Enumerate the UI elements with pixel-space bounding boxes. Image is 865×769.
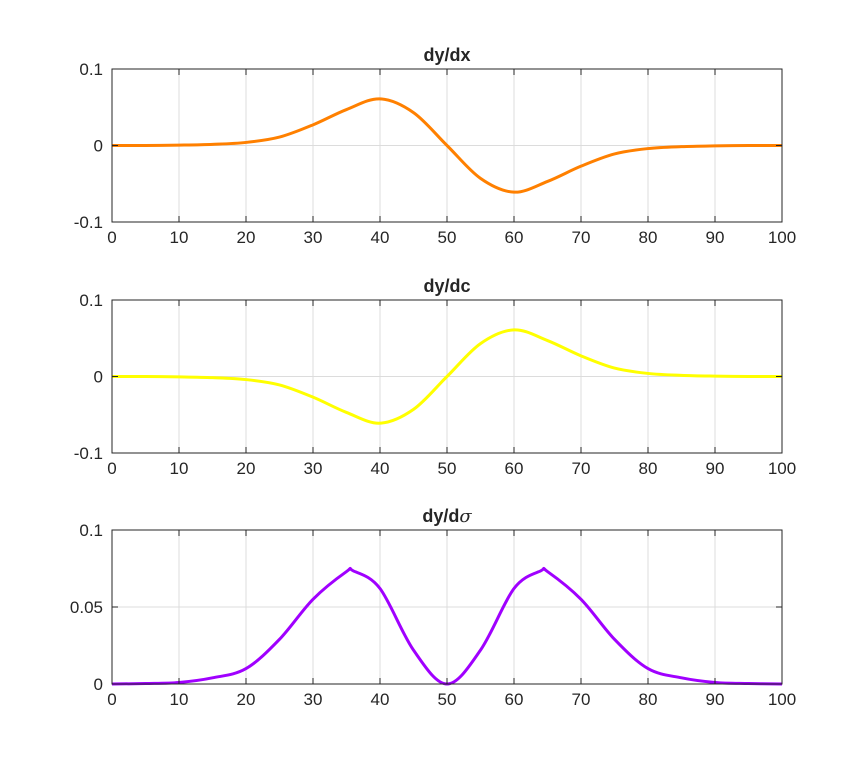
- chart-title-symbol: σ: [459, 506, 472, 527]
- chart-title-text: dy/d: [422, 506, 459, 526]
- x-tick-label: 50: [438, 459, 457, 478]
- x-tick-label: 10: [170, 228, 189, 247]
- chart-title: dy/dx: [423, 45, 470, 65]
- series-line-1: [111, 328, 783, 425]
- x-tick-label: 30: [304, 228, 323, 247]
- x-tick-label: 70: [572, 228, 591, 247]
- x-tick-label: 40: [371, 459, 390, 478]
- x-tick-label: 100: [768, 459, 796, 478]
- x-tick-label: 100: [768, 690, 796, 709]
- chart-title-text: dy/dc: [423, 276, 470, 296]
- chart-title-text: dy/dx: [423, 45, 470, 65]
- series-line-1: [111, 97, 783, 194]
- x-tick-label: 100: [768, 228, 796, 247]
- y-tick-label: -0.1: [74, 444, 103, 463]
- x-tick-label: 0: [107, 228, 116, 247]
- chart-panel-1: 0 10 20 30 40 50 60 70 80 90 100-0.100.1dy/dx: [74, 45, 796, 247]
- y-tick-label: 0.1: [79, 521, 103, 540]
- x-tick-label: 50: [438, 690, 457, 709]
- y-tick-label: 0.1: [79, 60, 103, 79]
- x-tick-label: 70: [572, 459, 591, 478]
- x-tick-label: 80: [639, 690, 658, 709]
- x-tick-label: 90: [706, 690, 725, 709]
- x-tick-label: 30: [304, 690, 323, 709]
- x-tick-label: 60: [505, 459, 524, 478]
- x-tick-label: 60: [505, 690, 524, 709]
- x-tick-label: 30: [304, 459, 323, 478]
- y-tick-label: 0.05: [70, 598, 103, 617]
- x-tick-label: 90: [706, 459, 725, 478]
- y-tick-label: -0.1: [74, 213, 103, 232]
- x-tick-label: 0: [107, 690, 116, 709]
- x-tick-label: 20: [237, 228, 256, 247]
- x-tick-label: 40: [371, 690, 390, 709]
- chart-panel-3: 0 10 20 30 40 50 60 70 80 90 100 0 0.05 0.1 dy/dσ: [70, 506, 796, 709]
- chart-panel-2: 0 10 20 30 40 50 60 70 80 90 100-0.100.1dy/dc: [74, 276, 796, 478]
- x-tick-label: 80: [639, 228, 658, 247]
- x-tick-label: 10: [170, 690, 189, 709]
- y-tick-label: 0: [94, 368, 103, 387]
- x-tick-label: 60: [505, 228, 524, 247]
- x-tick-label: 0: [107, 459, 116, 478]
- x-tick-label: 10: [170, 459, 189, 478]
- x-tick-label: 90: [706, 228, 725, 247]
- x-tick-label: 40: [371, 228, 390, 247]
- chart-title: dy/dc: [423, 276, 470, 296]
- y-tick-label: 0.1: [79, 291, 103, 310]
- y-tick-label: 0: [94, 137, 103, 156]
- x-tick-label: 20: [237, 690, 256, 709]
- y-tick-label: 0: [94, 675, 103, 694]
- x-tick-label: 50: [438, 228, 457, 247]
- chart-title: dy/dσ: [422, 506, 472, 527]
- x-tick-label: 20: [237, 459, 256, 478]
- x-tick-label: 70: [572, 690, 591, 709]
- x-tick-label: 80: [639, 459, 658, 478]
